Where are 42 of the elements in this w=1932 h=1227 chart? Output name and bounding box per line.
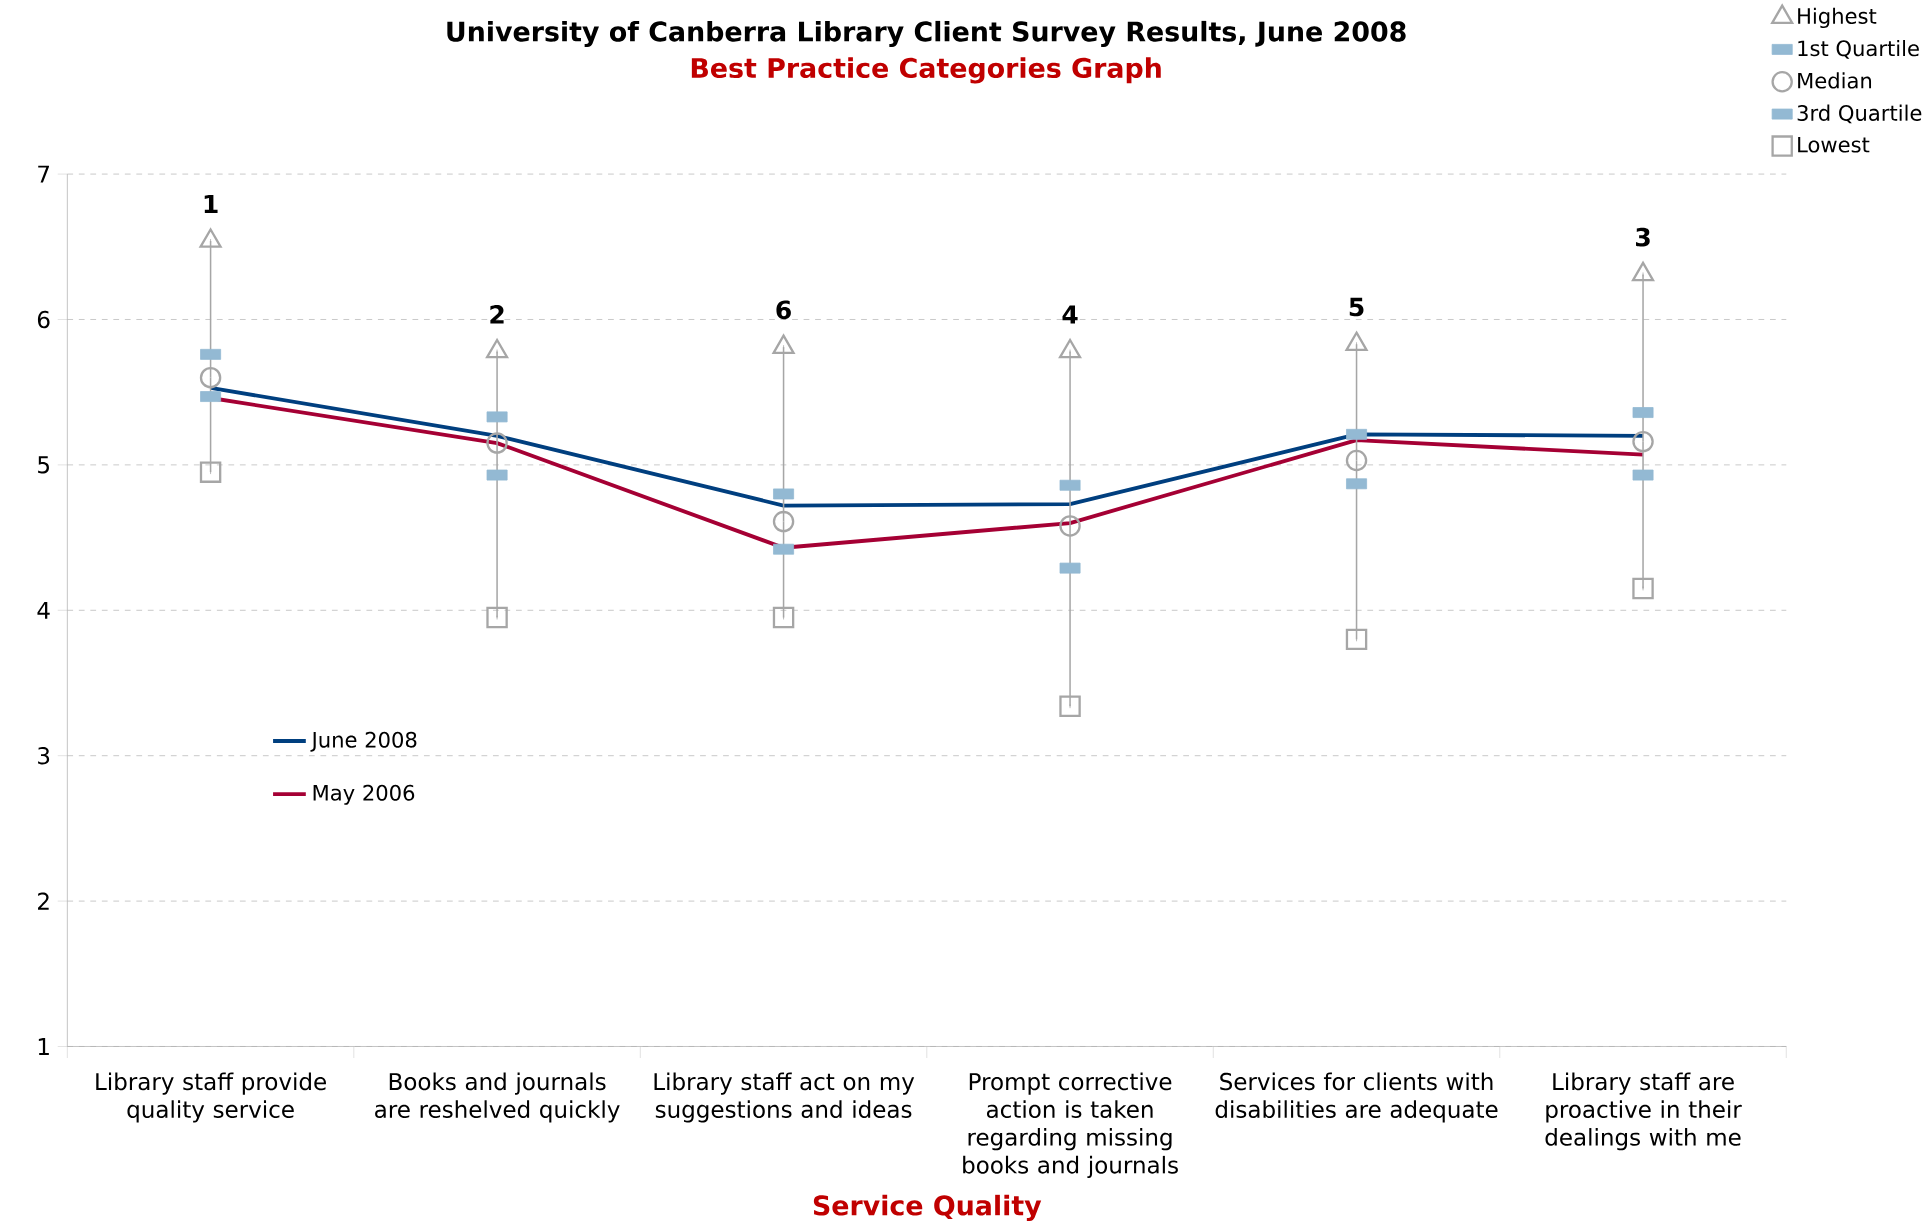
y-tick-label: 4	[37, 601, 50, 619]
point	[1345, 449, 1368, 472]
annotation: 2	[490, 304, 504, 324]
annotation: 3	[1636, 227, 1650, 247]
line-series	[208, 385, 1645, 508]
legend-label: Lowest	[1798, 136, 1870, 153]
x-tick-label: Library staff act on my suggestions and ideas	[654, 1072, 915, 1123]
point	[1345, 628, 1368, 650]
x-tick-label: Prompt corrective action is taken regarding missing books and journals	[963, 1072, 1178, 1178]
x-tick-label: Library staff provide quality service	[96, 1072, 326, 1123]
x-axis-title: Service Quality	[813, 1194, 1042, 1221]
y-tick-label: 1	[38, 1037, 49, 1055]
chart-subtitle: Best Practice Categories Graph	[691, 57, 1161, 84]
x-tick-label: Library staff are proactive in their dealings with me	[1545, 1072, 1742, 1151]
y-tick-label: 7	[38, 165, 49, 183]
x-tick-label: Books and journals are reshelved quickly	[375, 1072, 620, 1123]
annotation: 6	[776, 300, 791, 320]
legend-label: 1st Quartile	[1798, 39, 1919, 59]
annotation: 5	[1349, 297, 1364, 317]
legend-label: 3rd Quartile	[1797, 104, 1922, 124]
point	[1059, 515, 1081, 537]
point	[199, 461, 222, 483]
annotation: 1	[204, 194, 218, 213]
legend-label: Highest	[1798, 7, 1877, 28]
point	[1632, 577, 1654, 600]
point	[1632, 430, 1654, 453]
y-tick-label: 5	[38, 456, 49, 474]
point	[772, 510, 795, 533]
point	[486, 606, 508, 629]
legend-label: Median	[1798, 72, 1872, 89]
point	[199, 366, 222, 389]
point	[486, 432, 508, 454]
y-tick-label: 2	[38, 892, 49, 910]
point	[772, 606, 795, 629]
chart-title: University of Canberra Library Client Survey Results, June 2008	[447, 20, 1406, 47]
annotation: 4	[1062, 305, 1078, 324]
legend-label: June 2008	[310, 731, 417, 752]
x-tick-label: Services for clients with disabilities are adequate	[1215, 1072, 1498, 1123]
y-tick-label: 6	[37, 310, 50, 329]
legend-label: May 2006	[313, 784, 415, 805]
point	[1059, 695, 1081, 717]
y-tick-label: 3	[38, 746, 50, 765]
